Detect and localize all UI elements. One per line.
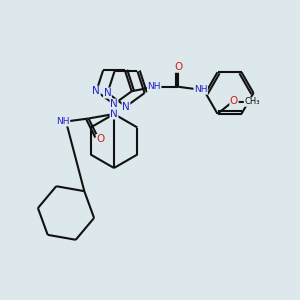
Text: NH: NH [147,82,161,91]
Text: N: N [103,88,111,98]
Text: N: N [110,99,118,109]
Text: N: N [110,109,118,119]
Text: N: N [122,101,130,112]
Text: CH₃: CH₃ [244,97,260,106]
Text: O: O [96,134,105,145]
Text: NH: NH [194,85,207,94]
Text: O: O [230,96,238,106]
Text: N: N [92,86,100,96]
Text: NH: NH [56,117,70,126]
Text: O: O [174,62,182,72]
